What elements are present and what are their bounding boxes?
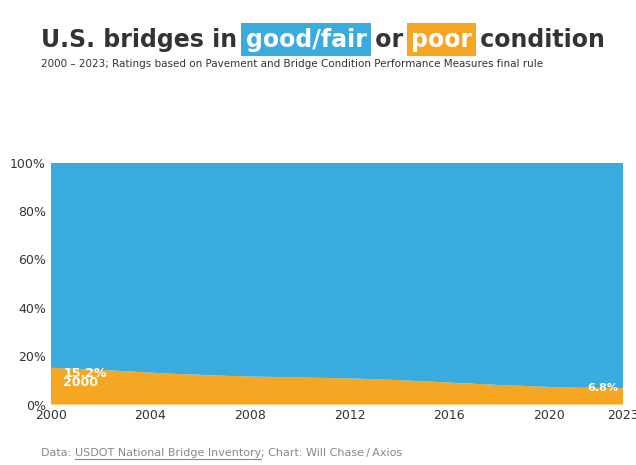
Text: Data:: Data: xyxy=(41,448,75,458)
Text: U.S. bridges in: U.S. bridges in xyxy=(41,27,245,52)
Text: 2000 – 2023; Ratings based on Pavement and Bridge Condition Performance Measures: 2000 – 2023; Ratings based on Pavement a… xyxy=(41,59,544,69)
Text: 15.2%: 15.2% xyxy=(64,367,107,380)
Text: poor: poor xyxy=(411,27,472,52)
Text: ; Chart: Will Chase / Axios: ; Chart: Will Chase / Axios xyxy=(261,448,403,458)
Text: or: or xyxy=(366,27,411,52)
Text: 6.8%: 6.8% xyxy=(587,383,618,393)
Text: good/fair: good/fair xyxy=(245,27,366,52)
Text: USDOT National Bridge Inventory: USDOT National Bridge Inventory xyxy=(75,448,261,458)
Text: condition: condition xyxy=(472,27,605,52)
Text: 2000: 2000 xyxy=(64,376,99,389)
